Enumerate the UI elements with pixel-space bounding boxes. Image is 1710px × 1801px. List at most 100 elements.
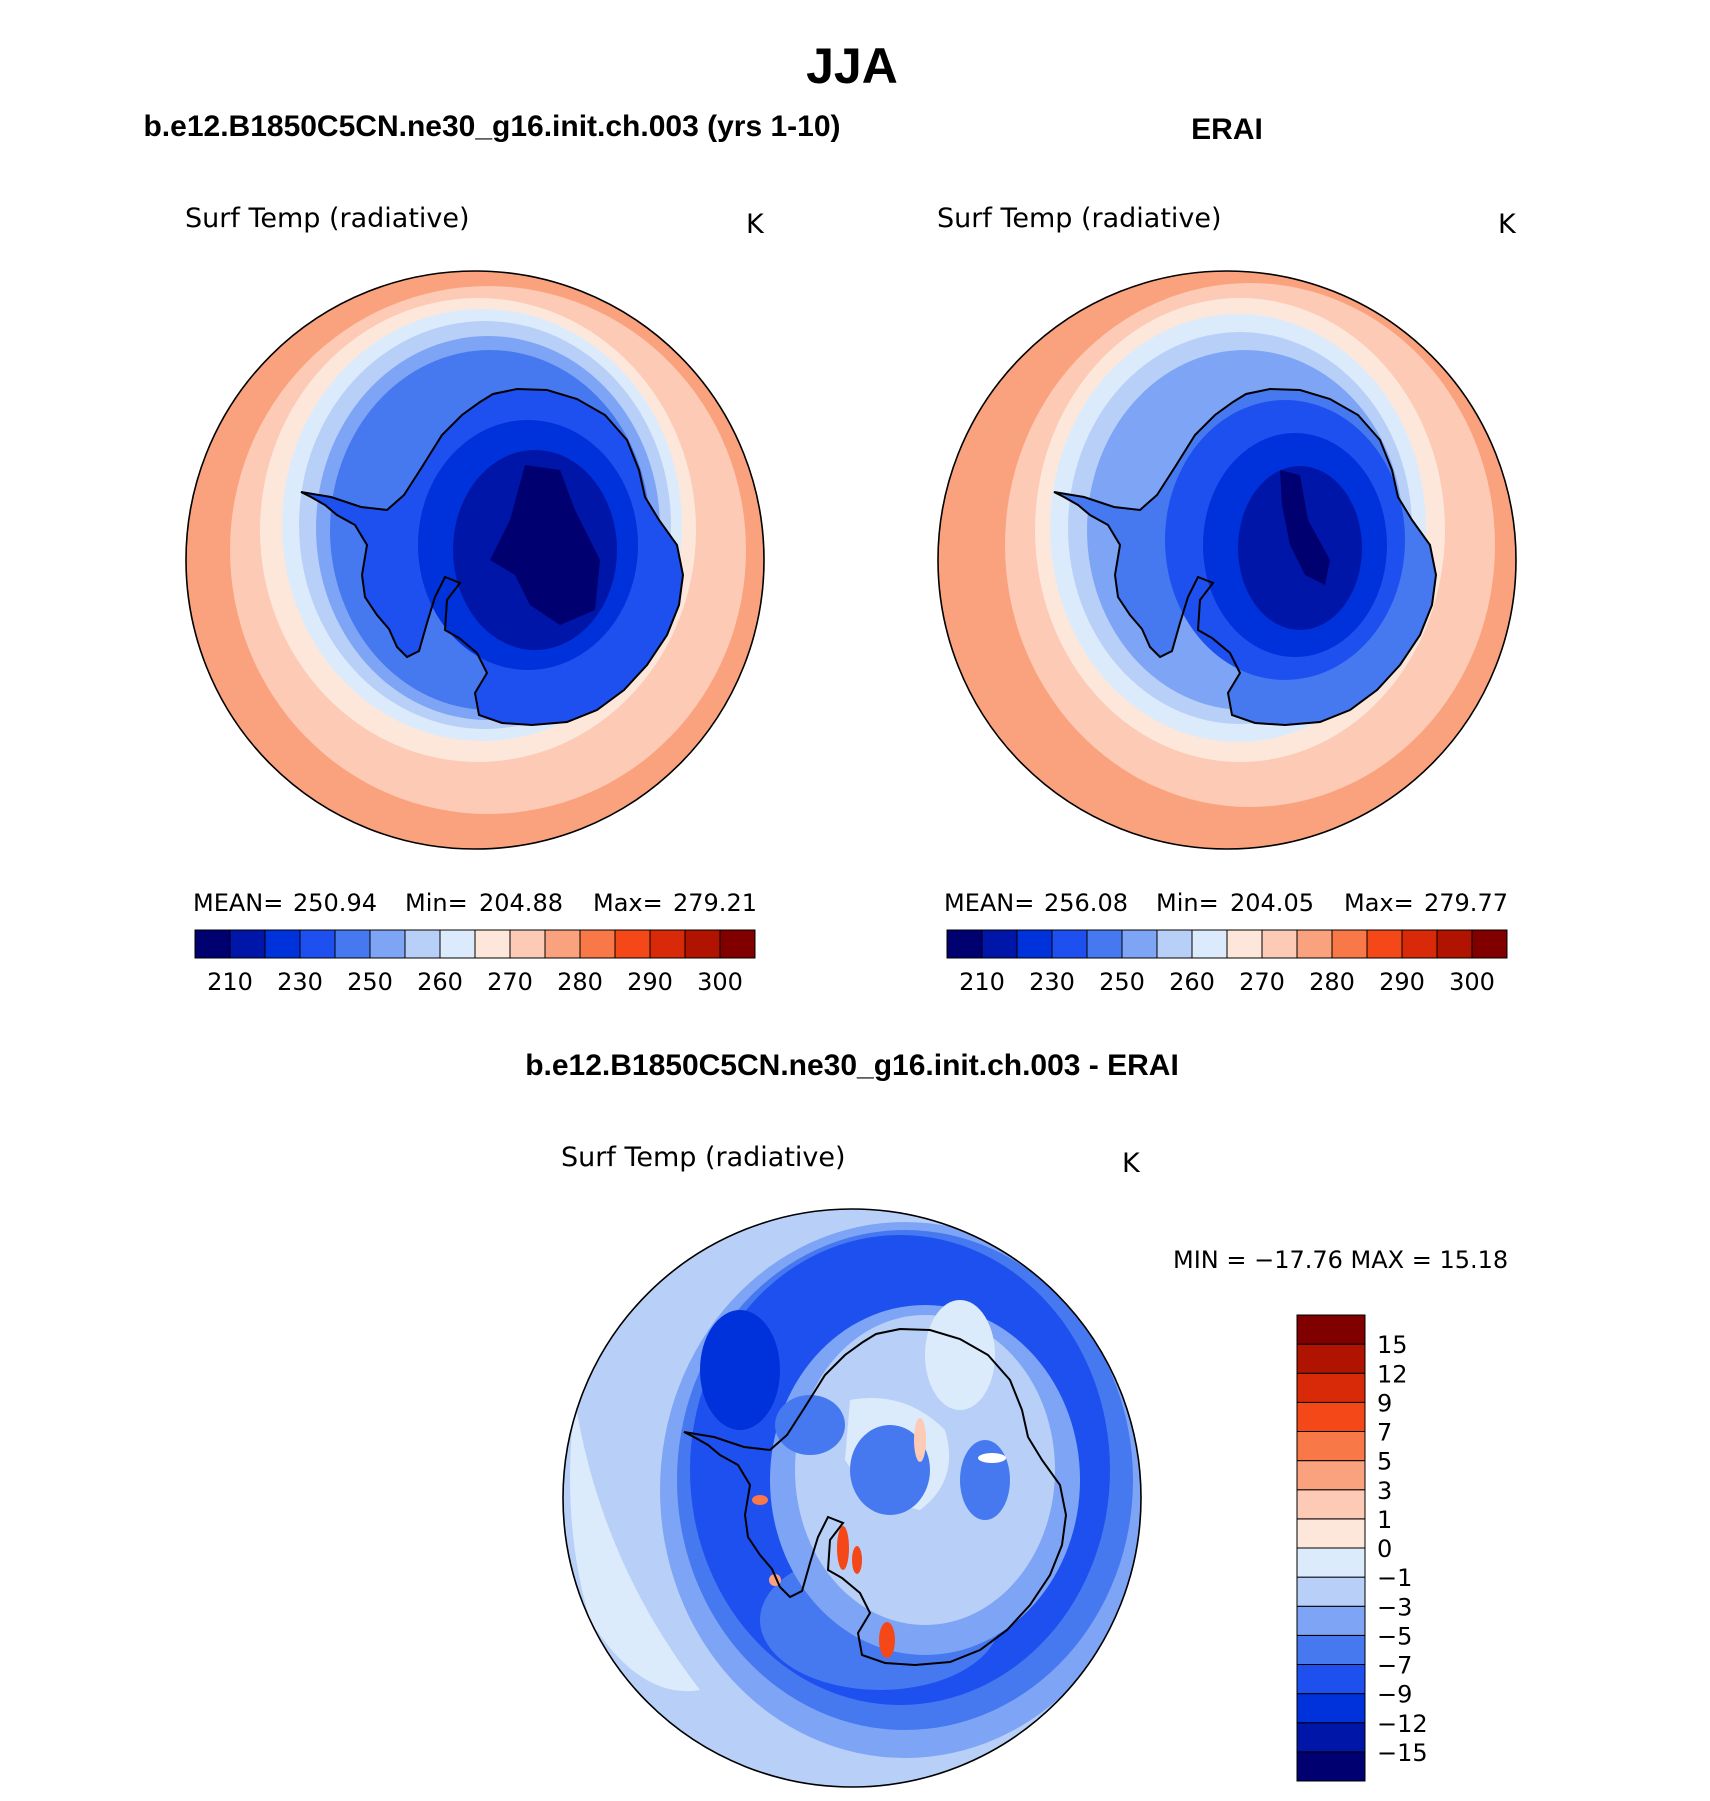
colorbar-difference-swatch [1296, 1547, 1366, 1578]
colorbar-difference-label: −7 [1377, 1652, 1412, 1680]
colorbar-difference-label: 9 [1377, 1389, 1392, 1417]
colorbar-model-swatch [579, 929, 616, 959]
colorbar-difference-swatch [1296, 1460, 1366, 1491]
panel-model-mean: 250.94 [293, 889, 377, 917]
colorbar-difference-label: −3 [1377, 1593, 1412, 1621]
colorbar-model-swatch [194, 929, 231, 959]
panel-model-mean-label: MEAN= [193, 889, 283, 917]
colorbar-obs-swatch [1436, 929, 1473, 959]
colorbar-model-swatch [614, 929, 651, 959]
colorbar-obs-swatch [946, 929, 983, 959]
colorbar-model-swatch [474, 929, 511, 959]
panel-obs-max: 279.77 [1424, 889, 1508, 917]
colorbar-obs-label: 260 [1169, 968, 1215, 996]
colorbar-difference-swatch [1296, 1372, 1366, 1403]
panel-model-units: K [746, 209, 765, 240]
colorbar-model-swatch [264, 929, 301, 959]
colorbar-difference-swatch [1296, 1489, 1366, 1520]
colorbar-difference-label: −9 [1377, 1681, 1412, 1709]
map-difference [563, 1209, 1141, 1787]
colorbar-obs-label: 210 [959, 968, 1005, 996]
colorbar-model [194, 929, 756, 959]
colorbar-obs-swatch [1226, 929, 1263, 959]
panel-model-min-label: Min= [405, 889, 468, 917]
colorbar-obs-swatch [1261, 929, 1298, 959]
colorbar-difference-swatch [1296, 1431, 1366, 1462]
panel-model-variable: Surf Temp (radiative) [185, 203, 470, 234]
colorbar-difference-label: 0 [1377, 1535, 1392, 1563]
colorbar-obs-swatch [1471, 929, 1508, 959]
colorbar-difference-swatch [1296, 1722, 1366, 1753]
colorbar-difference-label: 3 [1377, 1477, 1392, 1505]
colorbar-obs-label: 230 [1029, 968, 1075, 996]
colorbar-difference-label: 15 [1377, 1331, 1408, 1359]
colorbar-difference-label: −12 [1377, 1710, 1428, 1738]
colorbar-difference-swatch [1296, 1401, 1366, 1432]
colorbar-difference-swatch [1296, 1751, 1366, 1782]
colorbar-difference-swatch [1296, 1314, 1366, 1345]
colorbar-difference-label: 7 [1377, 1419, 1392, 1447]
panel-obs-title: ERAI [1191, 113, 1263, 146]
colorbar-obs-label: 280 [1309, 968, 1355, 996]
panel-obs-min-label: Min= [1156, 889, 1219, 917]
colorbar-obs-label: 270 [1239, 968, 1285, 996]
colorbar-obs-swatch [1366, 929, 1403, 959]
colorbar-model-label: 270 [487, 968, 533, 996]
colorbar-model-swatch [649, 929, 686, 959]
panel-obs-max-label: Max= [1344, 889, 1414, 917]
difference-units: K [1122, 1148, 1141, 1179]
map-model [186, 271, 764, 849]
difference-minmax: MIN = −17.76 MAX = 15.18 [1173, 1246, 1508, 1274]
colorbar-model-label: 260 [417, 968, 463, 996]
colorbar-model-label: 290 [627, 968, 673, 996]
colorbar-model-swatch [404, 929, 441, 959]
colorbar-model-label: 230 [277, 968, 323, 996]
colorbar-difference-swatch [1296, 1576, 1366, 1607]
colorbar-model-label: 300 [697, 968, 743, 996]
panel-obs-mean-label: MEAN= [944, 889, 1034, 917]
colorbar-difference-label: 1 [1377, 1506, 1392, 1534]
panel-difference: b.e12.B1850C5CN.ne30_g16.init.ch.003 - E… [525, 1049, 1508, 1788]
colorbar-difference-label: −1 [1377, 1564, 1412, 1592]
colorbar-model-swatch [544, 929, 581, 959]
colorbar-obs-label: 300 [1449, 968, 1495, 996]
colorbar-model-swatch [299, 929, 336, 959]
colorbar-obs-swatch [1121, 929, 1158, 959]
panel-model-max: 279.21 [673, 889, 757, 917]
colorbar-model-swatch [684, 929, 721, 959]
colorbar-difference-swatch [1296, 1693, 1366, 1724]
panel-obs-min: 204.05 [1230, 889, 1314, 917]
colorbar-obs-swatch [1331, 929, 1368, 959]
figure-title: JJA [806, 38, 898, 94]
colorbar-obs-label: 250 [1099, 968, 1145, 996]
panel-obs-units: K [1498, 209, 1517, 240]
colorbar-difference-swatch [1296, 1605, 1366, 1636]
colorbar-obs-labels: 210 230 250 260 270 280 290 300 [959, 968, 1495, 996]
panel-model-min: 204.88 [479, 889, 563, 917]
colorbar-difference-label: 5 [1377, 1448, 1392, 1476]
colorbar-difference-swatch [1296, 1634, 1366, 1665]
colorbar-obs-swatch [1086, 929, 1123, 959]
colorbar-obs-swatch [1016, 929, 1053, 959]
difference-variable: Surf Temp (radiative) [561, 1142, 846, 1173]
panel-obs-mean: 256.08 [1044, 889, 1128, 917]
colorbar-obs-swatch [1051, 929, 1088, 959]
colorbar-obs-swatch [1156, 929, 1193, 959]
colorbar-model-swatch [509, 929, 546, 959]
colorbar-difference-swatch [1296, 1664, 1366, 1695]
colorbar-model-label: 250 [347, 968, 393, 996]
colorbar-obs-swatch [1401, 929, 1438, 959]
colorbar-difference [1296, 1314, 1366, 1782]
colorbar-model-swatch [439, 929, 476, 959]
colorbar-model-labels: 210 230 250 260 270 280 290 300 [207, 968, 743, 996]
colorbar-model-label: 210 [207, 968, 253, 996]
difference-title: b.e12.B1850C5CN.ne30_g16.init.ch.003 - E… [525, 1049, 1179, 1082]
panel-model: b.e12.B1850C5CN.ne30_g16.init.ch.003 (yr… [143, 110, 840, 996]
colorbar-difference-swatch [1296, 1518, 1366, 1549]
colorbar-model-label: 280 [557, 968, 603, 996]
panel-obs: ERAI Surf Temp (radiative) K MEAN= 256.0… [937, 113, 1517, 996]
colorbar-model-swatch [719, 929, 756, 959]
panel-model-max-label: Max= [593, 889, 663, 917]
colorbar-obs-swatch [1191, 929, 1228, 959]
